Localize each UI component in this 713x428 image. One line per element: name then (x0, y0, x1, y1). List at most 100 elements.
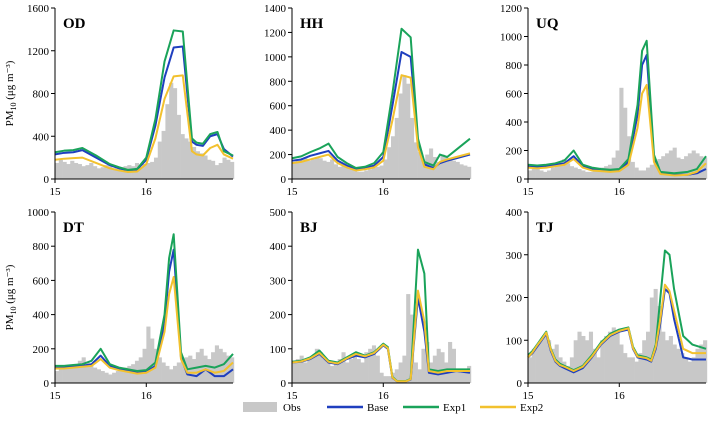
obs-bar (604, 166, 609, 179)
obs-bar (657, 306, 662, 383)
obs-bar (528, 357, 533, 383)
obs-bar (467, 365, 472, 383)
y-tick-label: 800 (270, 76, 287, 88)
obs-bar (81, 357, 86, 383)
obs-bar (687, 361, 692, 384)
obs-bar (600, 167, 605, 179)
obs-bar (402, 75, 407, 179)
x-tick-label: 15 (50, 186, 62, 198)
obs-bar (668, 150, 673, 179)
obs-bar (322, 160, 327, 179)
x-tick-label: 15 (523, 186, 535, 198)
y-tick-label: 400 (506, 207, 523, 219)
obs-bar (360, 362, 365, 383)
obs-bar (127, 365, 132, 383)
obs-bar (619, 87, 624, 179)
obs-bar (558, 161, 563, 179)
obs-bar (600, 340, 605, 383)
obs-bar (93, 367, 98, 383)
obs-bar (230, 161, 235, 179)
y-tick-label: 200 (506, 146, 523, 158)
obs-bar (199, 153, 204, 179)
obs-bar (157, 141, 162, 179)
y-tick-label: 1200 (500, 3, 523, 15)
obs-bar (169, 82, 174, 179)
obs-bar (463, 369, 468, 383)
y-tick-label: 400 (506, 117, 523, 129)
obs-bar (364, 170, 369, 179)
y-tick-label: 500 (270, 207, 287, 219)
panel-hh: 0 200 400 600 800 1000 1200 1400 15 16 HH (264, 3, 472, 198)
obs-bar (592, 170, 597, 179)
obs-bar (528, 170, 533, 179)
obs-bar (539, 170, 544, 179)
x-tick-label: 15 (523, 390, 535, 402)
obs-bar (649, 297, 654, 383)
obs-bar (74, 162, 79, 179)
obs-bar (680, 353, 685, 383)
x-tick-label: 16 (378, 390, 390, 402)
obs-bar (146, 326, 151, 383)
obs-bar (62, 161, 67, 179)
y-tick-label: 1000 (27, 207, 50, 219)
y-tick-label: 600 (270, 101, 287, 113)
obs-bar (314, 157, 319, 179)
y-tick-label: 600 (506, 89, 523, 101)
obs-bar (150, 338, 155, 383)
obs-bar (455, 161, 460, 179)
obs-bar (417, 369, 422, 383)
obs-bar (615, 331, 620, 383)
y-tick-label: 200 (33, 344, 50, 356)
obs-bar (448, 159, 453, 179)
obs-bar (581, 170, 586, 179)
obs-bar (226, 159, 231, 179)
obs-bar (642, 340, 647, 383)
obs-bar (573, 167, 578, 179)
obs-bar (146, 162, 151, 179)
obs-bar (176, 362, 181, 383)
legend-label: Base (367, 402, 389, 414)
obs-bar (611, 157, 616, 180)
series-exp2 (54, 74, 234, 174)
obs-bar (387, 147, 392, 179)
obs-bar (463, 165, 468, 179)
y-tick-label: 1200 (27, 46, 50, 58)
obs-bar (203, 155, 208, 179)
obs-bar (345, 168, 350, 179)
obs-bar (634, 361, 639, 384)
obs-bar (93, 166, 98, 179)
obs-bar (413, 142, 418, 179)
y-tick-label: 1000 (500, 32, 523, 44)
obs-bar (550, 348, 555, 383)
obs-bar (214, 165, 219, 179)
obs-bar (322, 359, 327, 383)
obs-bar (383, 376, 388, 383)
panel-title: HH (300, 16, 324, 32)
panel-od: 0 400 800 1200 1600 15 16 OD PM10 (μg m⁻³) (4, 3, 235, 198)
obs-bar (307, 160, 312, 179)
obs-bar (77, 164, 82, 179)
obs-bar (70, 160, 75, 179)
obs-bar (74, 364, 79, 383)
obs-bar (421, 159, 426, 179)
obs-bar (387, 376, 392, 383)
series-base (291, 50, 471, 171)
series-exp2 (527, 283, 706, 373)
obs-bar (406, 83, 411, 179)
legend: Obs Base Exp1 Exp2 (243, 402, 543, 414)
obs-bar (108, 166, 113, 179)
obs-bar (680, 159, 685, 179)
obs-bar (684, 357, 689, 383)
legend-label: Exp1 (443, 402, 466, 414)
legend-label: Exp2 (520, 402, 543, 414)
y-tick-label: 800 (33, 241, 50, 253)
obs-bar (699, 344, 704, 383)
obs-bar (96, 168, 101, 179)
y-tick-label: 0 (517, 174, 523, 186)
obs-bar (626, 357, 632, 383)
obs-bar (672, 147, 677, 179)
y-tick-label: 1200 (264, 27, 287, 39)
obs-bar (394, 369, 399, 383)
obs-bar (436, 161, 441, 179)
